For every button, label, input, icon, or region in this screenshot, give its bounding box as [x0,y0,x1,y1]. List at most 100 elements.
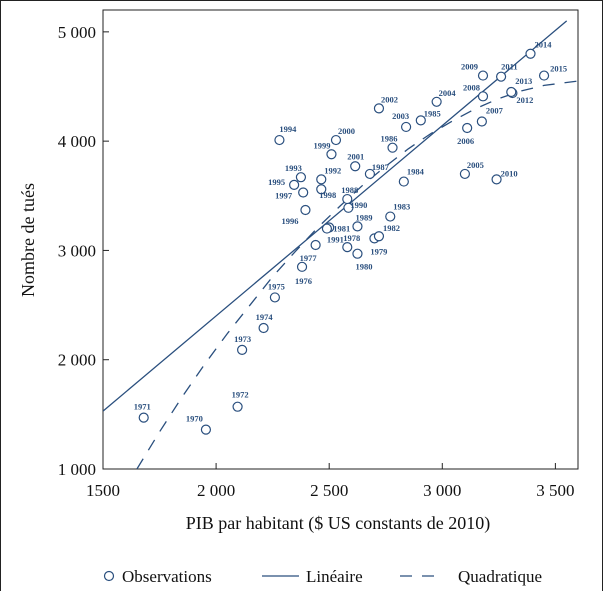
observation-point [289,179,300,190]
point-year-label: 1972 [232,390,249,400]
observation-point [476,116,487,127]
observation-point [200,424,212,435]
point-year-label: 1985 [424,108,441,118]
point-year-label: 1988 [341,185,358,195]
point-year-label: 2004 [439,88,457,98]
point-year-label: 1995 [268,177,285,187]
point-year-label: 1977 [300,253,318,263]
observation-point [138,412,149,423]
observation-point [343,202,354,213]
point-year-label: 1976 [295,276,312,286]
point-year-label: 1989 [355,212,372,222]
quadratic-fit-line [136,80,578,469]
point-year-label: 1990 [350,200,367,210]
y-tick-label: 2 000 [58,351,96,370]
point-year-label: 1982 [383,223,400,233]
observation-point [316,184,327,195]
point-year-label: 1983 [393,202,410,212]
point-year-label: 1986 [381,134,398,144]
x-tick-label: 1500 [86,481,120,500]
observation-point [350,161,361,172]
point-year-label: 2002 [381,94,398,104]
observation-point [495,71,507,82]
observation-point [316,174,327,185]
legend-linear-label: Linéaire [306,567,363,586]
point-year-label: 2008 [463,82,480,92]
point-year-label: 1994 [279,124,297,134]
observation-point [398,176,409,187]
observation-point [295,172,307,183]
legend-quadratic-label: Quadratique [458,567,542,586]
point-year-labels: 1970 1971 1972 1973 1974 1975 1976 1977 1978 1979… [134,40,567,424]
observation-point [373,231,385,242]
x-tick-label: 3 500 [536,481,574,500]
point-year-label: 1974 [256,312,274,322]
point-year-label: 1992 [324,165,341,175]
y-axis-title: Nombre de tués [18,183,38,297]
y-tick-label: 3 000 [58,241,96,260]
observation-point [258,322,269,334]
legend-observations-marker [103,570,115,582]
y-tick-label: 5 000 [58,23,96,42]
point-year-label: 1978 [343,233,360,243]
observation-point [326,149,337,160]
observation-point [298,187,309,198]
x-tick-label: 3 000 [423,481,461,500]
observation-point [269,292,281,303]
x-axis-title: PIB par habitant ($ US constants de 2010… [186,513,490,534]
observation-point [491,174,502,185]
point-year-label: 2014 [535,40,553,50]
observation-point [274,134,285,146]
observation-point [415,115,426,126]
observation-point [385,211,396,222]
observation-point [477,70,489,81]
point-year-label: 1987 [372,162,390,172]
point-year-label: 2003 [392,111,409,121]
point-year-label: 1980 [355,262,372,272]
point-year-label: 1997 [275,191,293,201]
point-year-label: 1999 [313,140,330,150]
linear-fit-line [103,20,568,412]
observation-point [296,261,308,272]
observation-points [138,48,550,435]
point-year-label: 1993 [285,163,302,173]
point-year-label: 2007 [486,105,504,115]
observation-point [300,204,311,216]
observation-point [477,91,489,102]
point-year-label: 2011 [501,62,518,72]
observation-point [352,248,363,259]
observation-point [538,70,550,81]
observation-point [232,401,243,412]
y-tick-label: 1 000 [58,460,96,479]
point-year-label: 2005 [467,160,484,170]
observation-point [400,121,412,133]
point-year-label: 1991 [327,235,344,245]
point-year-label: 2010 [501,168,518,178]
point-year-label: 1996 [281,216,298,226]
point-year-label: 1998 [319,190,336,200]
legend-observations-label: Observations [122,567,212,586]
point-year-label: 1975 [268,281,285,291]
observation-point [373,103,385,114]
point-year-label: 2012 [516,95,533,105]
point-year-label: 2015 [550,64,567,74]
observation-point [330,134,342,146]
point-year-label: 2006 [457,136,474,146]
x-tick-label: 2 500 [310,481,348,500]
observation-point [525,48,536,59]
observation-point [321,223,333,234]
observation-point [459,168,471,180]
point-year-label: 1970 [186,414,203,424]
plot-area [102,9,579,470]
point-year-label: 1973 [234,334,251,344]
observation-point [342,242,353,253]
observation-point [352,221,363,232]
observation-point [310,239,321,251]
observation-point [431,96,442,107]
fit-lines [103,20,578,469]
x-tick-label: 2 000 [197,481,235,500]
observation-point [237,344,248,355]
point-year-label: 2001 [347,151,364,161]
